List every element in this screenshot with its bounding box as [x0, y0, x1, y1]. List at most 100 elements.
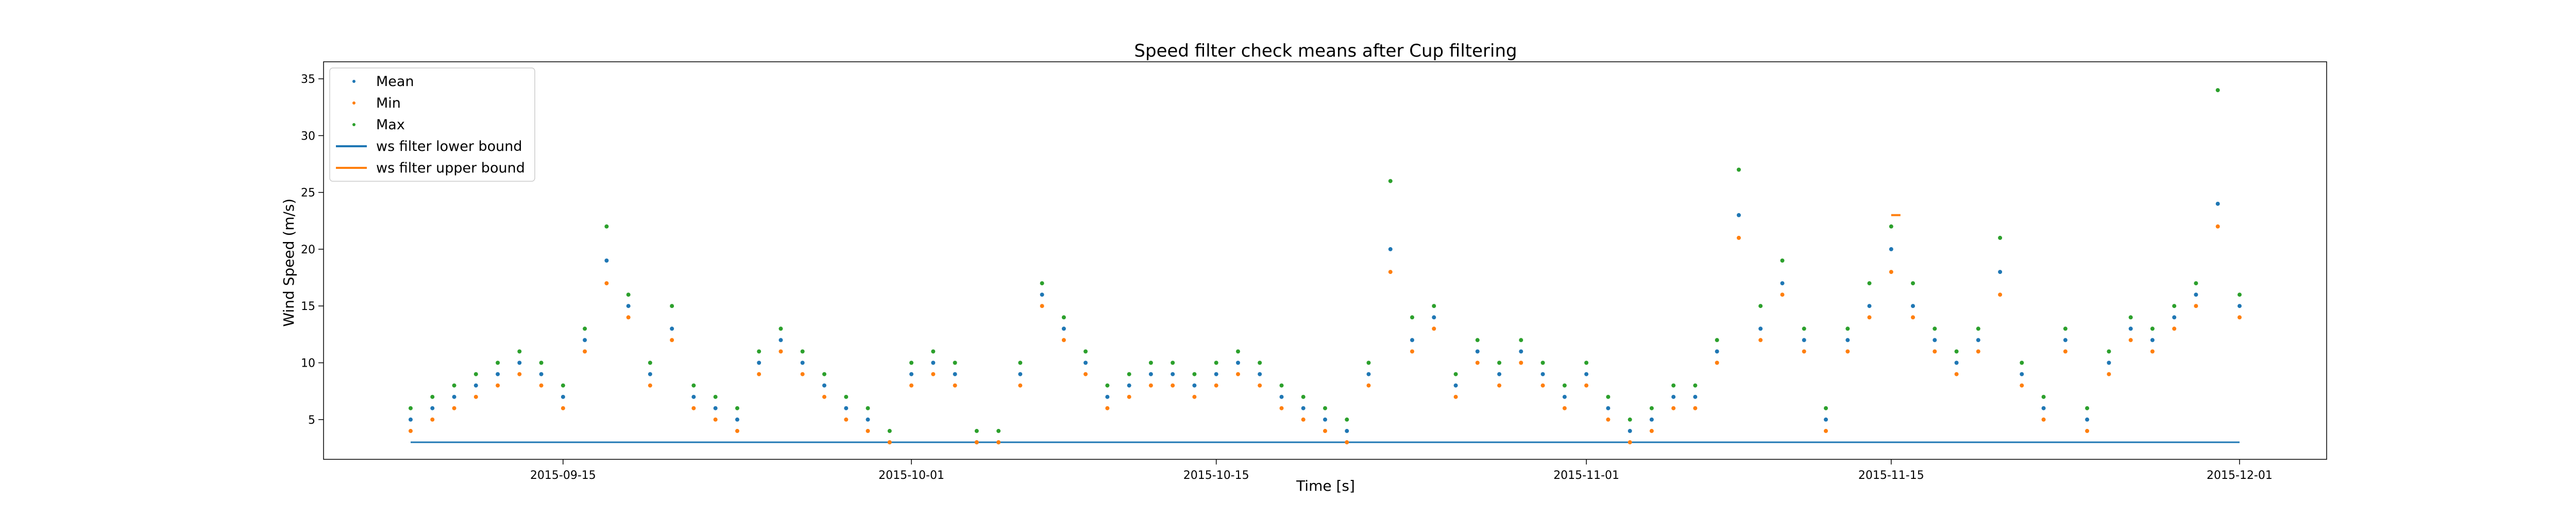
- point-max: [2020, 360, 2024, 365]
- point-mean: [822, 383, 826, 388]
- point-mean: [1083, 360, 1088, 365]
- point-mean: [2041, 406, 2046, 410]
- point-mean: [1584, 372, 1589, 376]
- point-mean: [2020, 372, 2024, 376]
- point-max: [1323, 406, 1327, 410]
- point-mean: [1606, 406, 1611, 410]
- point-max: [1540, 360, 1545, 365]
- y-tick-label: 30: [301, 130, 315, 143]
- point-mean: [2063, 338, 2067, 342]
- point-min: [1802, 349, 1806, 354]
- point-max: [1867, 281, 1872, 286]
- point-mean: [430, 406, 435, 410]
- point-max: [1258, 360, 1262, 365]
- point-min: [2041, 417, 2046, 422]
- point-max: [1192, 372, 1197, 376]
- point-min: [2215, 224, 2220, 229]
- point-max: [1127, 372, 1131, 376]
- point-min: [1519, 360, 1523, 365]
- point-max: [517, 349, 522, 354]
- point-min: [1301, 417, 1306, 422]
- point-min: [670, 338, 674, 342]
- point-max: [1933, 326, 1937, 331]
- point-min: [1954, 372, 1959, 376]
- point-max: [1628, 417, 1632, 422]
- point-max: [1279, 383, 1284, 388]
- point-mean: [648, 372, 652, 376]
- point-mean: [735, 417, 739, 422]
- legend-lower-bound-label: ws filter lower bound: [376, 139, 522, 154]
- point-max: [1606, 394, 1611, 399]
- point-mean: [800, 360, 805, 365]
- point-min: [1127, 394, 1131, 399]
- point-max: [2215, 88, 2220, 93]
- point-mean: [1301, 406, 1306, 410]
- point-max: [1715, 338, 1719, 342]
- point-max: [496, 360, 500, 365]
- point-min: [2063, 349, 2067, 354]
- point-min: [1171, 383, 1175, 388]
- point-max: [1671, 383, 1676, 388]
- point-max: [757, 349, 761, 354]
- x-tick-label: 2015-12-01: [2207, 469, 2273, 482]
- point-min: [974, 440, 979, 444]
- point-min: [1323, 428, 1327, 433]
- point-min: [1410, 349, 1414, 354]
- point-mean: [2215, 201, 2220, 206]
- point-max: [1061, 315, 1066, 320]
- x-tick-label: 2015-10-15: [1183, 469, 1249, 482]
- point-min: [1258, 383, 1262, 388]
- plot-area: 5 10 15 20 25 30 35 2015-09-15 2015-10-01 2015-10…: [301, 61, 2327, 482]
- point-max: [1475, 338, 1480, 342]
- point-mean: [1911, 304, 1915, 308]
- point-min: [1867, 315, 1872, 320]
- point-min: [800, 372, 805, 376]
- point-max: [691, 383, 696, 388]
- point-min: [1562, 406, 1567, 410]
- point-mean: [2085, 417, 2090, 422]
- point-max: [1040, 281, 1044, 286]
- point-mean: [1366, 372, 1371, 376]
- point-mean: [1475, 349, 1480, 354]
- point-mean: [670, 326, 674, 331]
- point-min: [409, 428, 413, 433]
- point-min: [1671, 406, 1676, 410]
- point-min: [1214, 383, 1218, 388]
- point-max: [1388, 179, 1393, 183]
- point-max: [539, 360, 544, 365]
- point-max: [1780, 258, 1785, 263]
- point-max: [931, 349, 936, 354]
- point-max: [2194, 281, 2198, 286]
- y-tick-label: 15: [301, 300, 315, 313]
- point-min: [1780, 292, 1785, 297]
- point-max: [2063, 326, 2067, 331]
- point-min: [757, 372, 761, 376]
- point-min: [1976, 349, 1980, 354]
- point-max: [670, 304, 674, 308]
- x-tick-label: 2015-11-01: [1553, 469, 1619, 482]
- point-mean: [1432, 315, 1436, 320]
- point-min: [1649, 428, 1654, 433]
- legend-min-marker: [352, 101, 355, 105]
- point-min: [1475, 360, 1480, 365]
- point-mean: [1628, 428, 1632, 433]
- point-max: [1911, 281, 1915, 286]
- point-min: [539, 383, 544, 388]
- point-max: [1584, 360, 1589, 365]
- point-mean: [1671, 394, 1676, 399]
- x-tick-label: 2015-11-15: [1858, 469, 1924, 482]
- point-min: [626, 315, 631, 320]
- point-mean: [1171, 372, 1175, 376]
- point-mean: [583, 338, 587, 342]
- legend-upper-bound-label: ws filter upper bound: [376, 160, 525, 176]
- point-mean: [1933, 338, 1937, 342]
- point-min: [2150, 349, 2155, 354]
- x-axis-label: Time [s]: [1296, 477, 1355, 494]
- point-mean: [2194, 292, 2198, 297]
- point-max: [1824, 406, 1828, 410]
- point-min: [1018, 383, 1023, 388]
- x-tick-label: 2015-10-01: [878, 469, 944, 482]
- point-mean: [1562, 394, 1567, 399]
- point-max: [1693, 383, 1698, 388]
- point-min: [1345, 440, 1349, 444]
